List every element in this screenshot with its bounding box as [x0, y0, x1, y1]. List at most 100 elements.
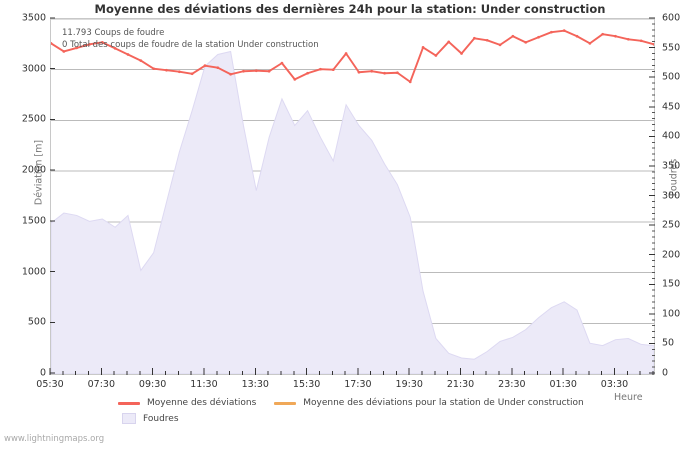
y-axis-left-tick-label: 0: [39, 367, 46, 379]
data-point: [434, 54, 438, 57]
data-point: [126, 53, 130, 56]
data-point: [639, 39, 643, 43]
data-point: [575, 34, 579, 38]
legend-area-swatch: [122, 413, 136, 424]
legend-label: Moyenne des déviations pour la station d…: [303, 398, 584, 408]
legend-row-secondary: Foudres: [118, 413, 197, 424]
x-axis-tick-label: 11:30: [190, 379, 218, 390]
y-axis-right-tick-label: 200: [662, 249, 681, 261]
y-axis-right-tick-label: 350: [662, 160, 681, 172]
data-point: [319, 67, 322, 71]
data-point: [51, 41, 53, 45]
data-point: [254, 69, 258, 73]
y-axis-left-tick-label: 1500: [21, 215, 46, 227]
legend-item[interactable]: Foudres: [118, 413, 179, 424]
annotation-strokes-total: 11.793 Coups de foudre: [62, 28, 165, 38]
x-axis-tick-label: 21:30: [446, 379, 475, 390]
data-point: [626, 37, 630, 41]
chart-title: Moyenne des déviations des dernières 24h…: [94, 2, 606, 16]
legend-item[interactable]: Moyenne des déviations: [118, 398, 256, 409]
x-axis-tick-label: 01:30: [549, 379, 577, 390]
x-axis-tick-label: 17:30: [344, 379, 372, 390]
data-point: [139, 59, 143, 62]
legend-label: Foudres: [143, 413, 179, 424]
y-axis-left-tick-label: 500: [27, 316, 46, 328]
data-point: [447, 40, 451, 44]
x-axis-tick-label: 03:30: [600, 379, 629, 390]
y-axis-left-tick-label: 2500: [21, 113, 46, 125]
y-axis-right-tick-label: 400: [662, 130, 681, 142]
y-axis-right-tick-label: 550: [662, 42, 681, 54]
data-point: [562, 29, 566, 33]
data-point: [100, 40, 104, 44]
data-point: [242, 69, 245, 73]
y-axis-right-tick-label: 0: [662, 367, 669, 379]
plot-area: [50, 18, 655, 375]
data-point: [614, 34, 617, 38]
data-point: [601, 32, 605, 36]
data-point: [152, 67, 155, 71]
strokes-area-series: [51, 50, 654, 374]
plot-svg: [51, 19, 654, 374]
y-axis-right-tick-label: 50: [662, 337, 675, 349]
data-point: [408, 80, 412, 84]
data-point: [331, 68, 335, 72]
y-axis-right-tick-label: 250: [662, 219, 681, 231]
data-point: [229, 72, 232, 76]
data-point: [203, 64, 207, 68]
x-axis-tick-label: 07:30: [87, 379, 116, 390]
legend-line-swatch: [118, 401, 140, 405]
data-point: [306, 71, 309, 75]
x-axis-tick-label: 15:30: [292, 379, 321, 390]
data-point: [88, 43, 91, 46]
data-point: [550, 30, 553, 34]
strokes-area-path: [51, 50, 654, 374]
x-axis-tick-label: 13:30: [241, 379, 269, 390]
chart-legend: Moyenne des déviations Moyenne des déviat…: [0, 396, 700, 426]
data-point: [460, 52, 463, 55]
data-point: [485, 38, 489, 42]
data-point: [113, 47, 117, 50]
legend-row-primary: Moyenne des déviations Moyenne des déviat…: [118, 398, 602, 409]
data-point: [383, 71, 386, 75]
x-axis-tick-label: 09:30: [138, 379, 167, 390]
y-axis-right-tick-label: 450: [662, 101, 681, 113]
y-axis-left-tick-label: 3000: [21, 63, 46, 75]
x-axis-label: Heure: [614, 392, 643, 403]
data-point: [344, 52, 348, 55]
data-point: [396, 71, 399, 75]
footer-watermark: www.lightningmaps.org: [4, 434, 105, 444]
data-point: [537, 35, 540, 39]
x-axis-tick-label: 05:30: [36, 379, 64, 390]
data-point: [190, 72, 194, 76]
y-axis-left-tick-label: 2000: [21, 164, 46, 176]
legend-label: Moyenne des déviations: [147, 398, 257, 408]
data-point: [652, 43, 654, 46]
y-axis-right-tick-label: 500: [662, 71, 681, 83]
x-axis-tick-label: 19:30: [395, 379, 423, 390]
data-point: [75, 46, 79, 50]
annotation-station-total: 0 Total des coups de foudre de la statio…: [62, 40, 319, 50]
data-point: [588, 41, 592, 45]
data-point: [524, 40, 528, 44]
data-point: [62, 50, 66, 53]
data-point: [421, 46, 425, 49]
data-point: [293, 78, 297, 81]
data-point: [165, 68, 168, 72]
y-axis-right-tick-label: 300: [662, 190, 681, 201]
y-axis-right-tick-label: 600: [662, 12, 681, 24]
data-point: [357, 70, 361, 74]
series-line-0: [51, 29, 654, 83]
y-axis-right-tick-label: 150: [662, 278, 681, 290]
data-point: [267, 69, 271, 73]
legend-item[interactable]: Moyenne des déviations pour la station d…: [274, 398, 584, 409]
deviation-line-series: [51, 29, 654, 84]
y-axis-left-tick-label: 3500: [21, 12, 46, 24]
x-axis-tick-label: 23:30: [498, 379, 526, 390]
y-axis-left-tick-label: 1000: [21, 266, 46, 278]
legend-line-swatch: [274, 401, 297, 405]
data-point: [280, 61, 284, 65]
data-point: [370, 69, 374, 73]
data-point: [177, 70, 181, 74]
